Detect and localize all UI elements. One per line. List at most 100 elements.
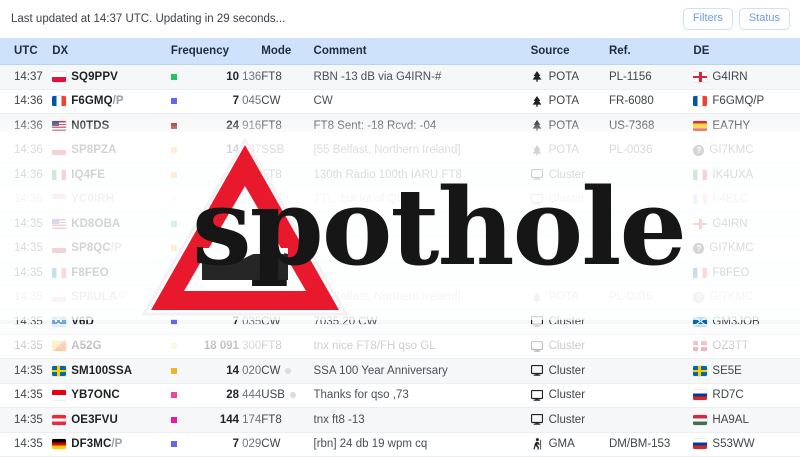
cell-dx[interactable]: OE3FVU: [52, 407, 171, 433]
cell-de[interactable]: ? GI7KMC: [693, 236, 800, 261]
cell-de[interactable]: F6GMQ/P: [693, 89, 800, 114]
de-flag-icon: [693, 341, 708, 352]
band-color-swatch: [170, 147, 177, 154]
table-row[interactable]: 14:35 A52G 18 091 300 FT8 tnx nice FT8/FH qso…: [0, 334, 800, 359]
dx-callsign: F8FEO: [71, 266, 109, 279]
table-row[interactable]: 14:36 F6GMQ/P 7 045 CW CW POTA FR-6080 F6GMQ/P: [0, 89, 800, 114]
band-color-swatch: [170, 220, 177, 227]
cell-utc: 14:35: [0, 334, 53, 359]
column-header-comment[interactable]: Comment: [313, 38, 531, 65]
de-callsign: EA7HY: [712, 119, 751, 132]
cell-dx[interactable]: F6GMQ/P: [52, 89, 171, 114]
cell-dx[interactable]: DF3MC/P: [52, 432, 171, 457]
comment-text: [55 Belfast, Northern Ireland]: [313, 291, 461, 304]
table-row[interactable]: 14:36 YC0IRH 21 074 FT8 TTL, but lot of QSB..…: [0, 187, 800, 212]
cell-dx[interactable]: A52G: [52, 334, 171, 359]
table-row[interactable]: 14:36 IQ4FE 14 074 FT8 130th Radio 100th IARU…: [0, 162, 800, 188]
dx-callsign: SP8PZA: [71, 144, 117, 157]
mode-label: CW: [261, 438, 281, 451]
de-callsign: G4IRN: [712, 217, 748, 230]
cell-source: Cluster: [530, 358, 609, 384]
mode-label: FT8: [261, 119, 282, 132]
cell-comment: tnx nice FT8/FH qso GL: [313, 334, 531, 359]
cell-de[interactable]: IK4UXA: [693, 162, 800, 188]
spots-table: UTC DX Frequency Mode Comment Source Ref…: [0, 38, 800, 457]
table-row[interactable]: 14:35 SM100SSA 14 020 CW SSA 100 Year Anniver…: [0, 358, 800, 384]
cell-mode: SSB: [261, 285, 314, 310]
cell-dx[interactable]: SP8QC/P: [52, 236, 171, 261]
cell-de[interactable]: S53WW: [693, 432, 800, 457]
cell-source: POTA: [530, 64, 609, 90]
frequency-khz: 074: [242, 168, 262, 181]
mode-label: CW: [261, 364, 281, 377]
filters-button[interactable]: Filters: [682, 8, 733, 30]
column-header-mode[interactable]: Mode: [261, 38, 314, 65]
table-row[interactable]: 14:35 OE3FVU 144 174 FT8 tnx ft8 -13 Cluster HA…: [0, 407, 800, 433]
cell-dx[interactable]: SP8ULA/P: [52, 285, 171, 310]
column-header-ref[interactable]: Ref.: [608, 38, 694, 65]
cell-dx[interactable]: SM100SSA: [52, 358, 171, 384]
dx-callsign: F6GMQ/P: [71, 95, 124, 108]
de-flag-icon: ?: [693, 242, 705, 254]
cell-de[interactable]: OZ3TT: [693, 334, 800, 359]
cell-de[interactable]: GM3JOB: [693, 309, 800, 335]
cell-de[interactable]: F8FEO: [693, 260, 800, 286]
cell-dx[interactable]: V6D: [52, 309, 171, 335]
de-callsign: GI7KMC: [709, 242, 754, 255]
cell-dx[interactable]: F8FEO: [52, 260, 171, 286]
table-row[interactable]: 14:35 SP8ULA/P 14 337 SSB [55 Belfast, Northe…: [0, 285, 800, 310]
cell-dx[interactable]: KD8OBA: [52, 211, 171, 237]
de-callsign: SE5E: [712, 364, 742, 377]
column-header-utc[interactable]: UTC: [0, 38, 53, 65]
cell-source: POTA: [530, 285, 609, 310]
column-header-de[interactable]: DE: [693, 38, 800, 65]
cell-comment: SSA 100 Year Anniversary: [313, 358, 531, 384]
cell-ref: [608, 211, 694, 237]
frequency-khz: 916: [242, 119, 262, 132]
table-row[interactable]: 14:35 DF3MC/P 7 029 CW [rbn] 24 db 19 wpm cq G…: [0, 432, 800, 457]
status-button[interactable]: Status: [738, 8, 790, 30]
frequency-khz: 136: [242, 217, 262, 230]
cell-dx[interactable]: N0TDS: [52, 113, 171, 139]
cell-de[interactable]: G4IRN: [693, 64, 800, 90]
cell-comment: [55 Belfast, Northern Ireland]: [313, 138, 531, 163]
cell-de[interactable]: HA9AL: [693, 407, 800, 433]
cell-dx[interactable]: YC0IRH: [52, 187, 171, 212]
cell-mode: FT8: [261, 334, 314, 359]
cell-de[interactable]: ? GI7KMC: [693, 285, 800, 310]
table-row[interactable]: 14:35 SP8QC/P 14 285 SSB? GI7KMC: [0, 236, 800, 261]
tree-icon: [531, 95, 544, 107]
cell-de[interactable]: ? GI7KMC: [693, 138, 800, 163]
cell-frequency: 7 029: [170, 432, 262, 457]
cell-dx[interactable]: YB7ONC: [52, 383, 171, 408]
cell-dx[interactable]: SQ9PPV: [52, 64, 171, 90]
frequency-mhz: 21: [226, 193, 240, 206]
dx-callsign: DF3MC/P: [71, 438, 123, 451]
cell-de[interactable]: F4ELC: [693, 187, 800, 212]
table-row[interactable]: 14:37 SQ9PPV 10 136 FT8 RBN -13 dB via G4IRN-…: [0, 64, 800, 90]
cell-de[interactable]: G4IRN: [693, 211, 800, 237]
cell-de[interactable]: RD7C: [693, 383, 800, 408]
cell-dx[interactable]: SP8PZA: [52, 138, 171, 163]
table-row[interactable]: 14:35 V6D 7 035 CW 7035.20 CW Cluster GM3JOB: [0, 309, 800, 335]
cell-comment: [313, 260, 531, 286]
header-button-group: Filters Status: [682, 8, 790, 30]
column-header-frequency[interactable]: Frequency: [170, 38, 262, 65]
mode-label: USB: [261, 389, 285, 402]
table-row[interactable]: 14:36 SP8PZA 14 337 SSB [55 Belfast, Northern…: [0, 138, 800, 163]
cell-ref: [608, 162, 694, 188]
column-header-dx[interactable]: DX: [52, 38, 171, 65]
table-row[interactable]: 14:35 F8FEO 7 130 CW F8FEO: [0, 260, 800, 286]
column-header-source[interactable]: Source: [530, 38, 609, 65]
cell-de[interactable]: SE5E: [693, 358, 800, 384]
cell-de[interactable]: EA7HY: [693, 113, 800, 139]
table-row[interactable]: 14:35 YB7ONC 28 444 USB Thanks for qso ,73 Clu…: [0, 383, 800, 408]
table-row[interactable]: 14:35 KD8OBA 10 136 FT8 G4IRN: [0, 211, 800, 237]
cell-comment: RBN -13 dB via G4IRN-#: [313, 64, 531, 90]
frequency-khz: 074: [242, 193, 262, 206]
cell-utc: 14:36: [0, 162, 53, 188]
dx-callsign: SQ9PPV: [71, 70, 118, 83]
source-label: Cluster: [548, 315, 586, 328]
table-row[interactable]: 14:36 N0TDS 24 916 FT8 FT8 Sent: -18 Rcvd: -0…: [0, 113, 800, 139]
cell-dx[interactable]: IQ4FE: [52, 162, 171, 188]
